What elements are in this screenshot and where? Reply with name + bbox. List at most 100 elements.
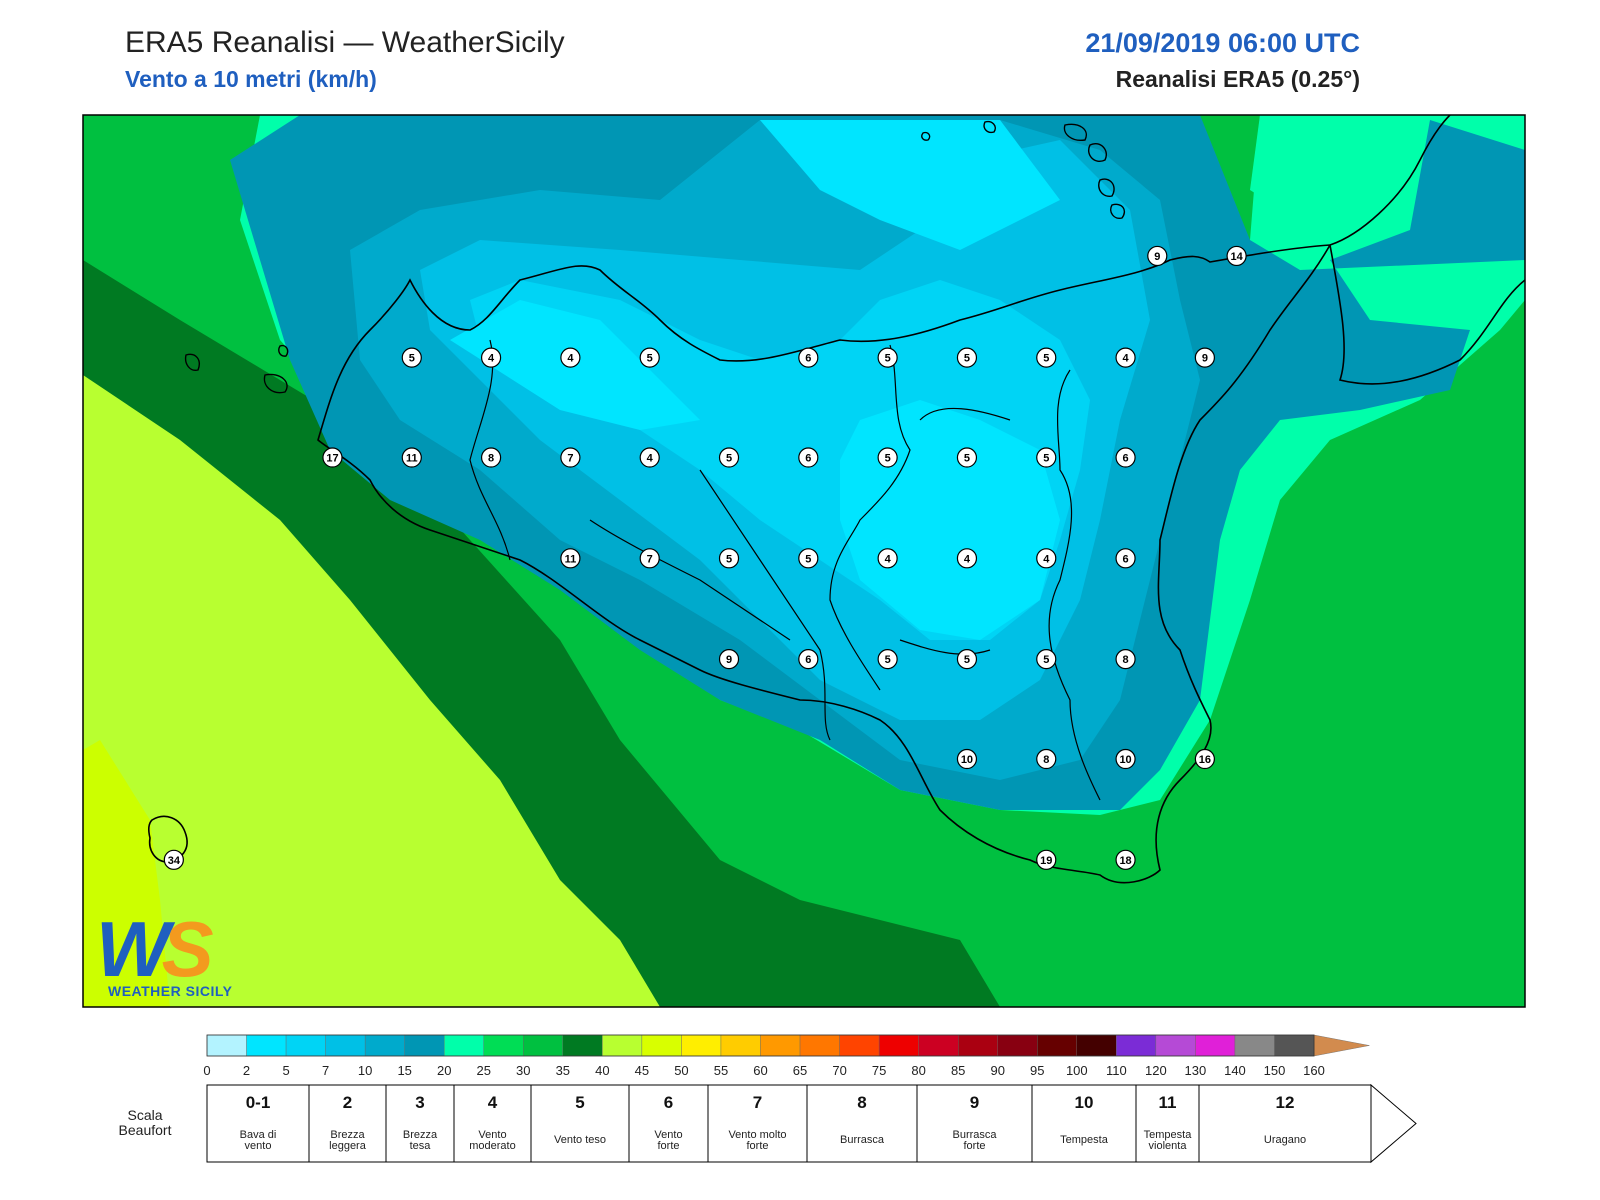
beaufort-description: Vento <box>654 1129 682 1141</box>
station-wind-value: 17 <box>326 453 338 465</box>
station-wind-value: 5 <box>805 553 811 565</box>
station-wind-value: 6 <box>805 353 811 365</box>
beaufort-level: 8 Burrasca <box>806 1084 918 1163</box>
colorbar-tick-label: 80 <box>911 1063 925 1078</box>
station-wind-value: 4 <box>647 453 654 465</box>
station-circle <box>1226 245 1247 267</box>
station-circle <box>956 548 978 569</box>
station-circle <box>1147 245 1168 267</box>
beaufort-number: 5 <box>575 1093 584 1112</box>
station-circle <box>798 649 819 670</box>
colorbar-segment <box>1195 1034 1236 1057</box>
station-wind-value: 4 <box>1123 353 1130 365</box>
station-circle <box>1036 849 1057 870</box>
beaufort-cell <box>806 1084 918 1163</box>
colorbar-segment <box>602 1034 643 1057</box>
beaufort-cell <box>206 1084 310 1163</box>
colorbar-tick-label: 0 <box>203 1063 210 1078</box>
colorbar-arrow <box>1313 1034 1370 1057</box>
station-wind-value: 5 <box>964 654 970 666</box>
beaufort-description: Burrasca <box>840 1134 885 1146</box>
beaufort-description: Bava di <box>240 1129 277 1141</box>
station-circle <box>877 649 898 670</box>
colorbar-ticks: 0 2 5 7 10 15 20 25 30 35 40 45 50 55 60 65 70 75 80 85 90 95… <box>203 1063 1324 1078</box>
colorbar-tick-label: 90 <box>990 1063 1004 1078</box>
station-circle <box>798 447 819 468</box>
beaufort-level: 10 Tempesta <box>1031 1084 1137 1163</box>
station-circle <box>1115 548 1136 569</box>
colorbar-tick-label: 60 <box>753 1063 767 1078</box>
station-marker: 17 <box>322 447 343 468</box>
station-circle <box>1036 649 1057 670</box>
beaufort-description: vento <box>245 1140 272 1152</box>
colorbar-segment <box>681 1034 722 1057</box>
station-wind-value: 5 <box>964 453 970 465</box>
colorbar-tick-label: 120 <box>1145 1063 1167 1078</box>
station-marker: 6 <box>1115 447 1136 468</box>
colorbar-segment <box>720 1034 761 1057</box>
station-wind-value: 9 <box>1154 251 1160 263</box>
station-marker: 9 <box>718 649 740 670</box>
colorbar-tick-label: 100 <box>1066 1063 1088 1078</box>
beaufort-description: leggera <box>329 1140 367 1152</box>
colorbar-tick-label: 5 <box>282 1063 289 1078</box>
station-circle <box>1115 748 1136 770</box>
colorbar-tick-label: 65 <box>793 1063 807 1078</box>
colorbar-segment <box>799 1034 840 1057</box>
beaufort-description: Tempesta <box>1144 1129 1193 1141</box>
colorbar-tick-label: 75 <box>872 1063 886 1078</box>
station-wind-value: 5 <box>647 353 653 365</box>
beaufort-level: 12 Uragano <box>1198 1084 1372 1163</box>
colorbar-tick-label: 150 <box>1264 1063 1286 1078</box>
colorbar-tick-label: 95 <box>1030 1063 1044 1078</box>
station-circle <box>1115 649 1136 670</box>
station-wind-value: 4 <box>1043 553 1050 565</box>
station-marker: 5 <box>718 548 740 569</box>
station-marker: 10 <box>956 748 978 770</box>
station-marker: 7 <box>560 447 581 468</box>
colorbar-tick-label: 85 <box>951 1063 965 1078</box>
station-circle <box>798 548 819 569</box>
station-marker: 14 <box>1226 245 1247 267</box>
colorbar-segment <box>246 1034 287 1057</box>
station-circle <box>798 347 819 368</box>
calabria-coastline <box>1329 115 1525 385</box>
station-circle <box>163 849 184 870</box>
station-marker: 8 <box>1115 649 1136 670</box>
station-wind-value: 19 <box>1040 855 1052 867</box>
station-wind-value: 34 <box>168 855 181 867</box>
station-marker: 5 <box>718 447 740 468</box>
station-marker: 10 <box>1115 748 1136 770</box>
colorbar-tick-label: 50 <box>674 1063 688 1078</box>
station-wind-value: 5 <box>1043 654 1049 666</box>
beaufort-description: Vento <box>478 1129 506 1141</box>
station-circle <box>401 347 422 368</box>
station-marker: 34 <box>163 849 184 870</box>
colorbar-segment <box>1076 1034 1117 1057</box>
beaufort-arrow <box>1370 1083 1417 1164</box>
beaufort-cell <box>916 1084 1033 1163</box>
station-circle <box>1194 347 1215 368</box>
colorbar-segment <box>404 1034 445 1057</box>
station-marker: 5 <box>1036 649 1057 670</box>
colorbar-frame <box>206 1034 1315 1057</box>
station-wind-value: 5 <box>964 353 970 365</box>
beaufort-cell <box>707 1084 808 1163</box>
station-marker: 5 <box>877 447 898 468</box>
beaufort-cell <box>1198 1084 1372 1163</box>
band-20-25-se <box>1000 280 1525 1007</box>
beaufort-scale-title: Scala Beaufort <box>112 1108 178 1138</box>
station-wind-value: 6 <box>1123 453 1129 465</box>
station-wind-value: 5 <box>885 353 891 365</box>
colorbar-segment <box>325 1034 366 1057</box>
beaufort-level: 5 Vento teso <box>530 1084 630 1163</box>
colorbar-segment <box>483 1034 524 1057</box>
station-marker: 5 <box>956 649 978 670</box>
aeolian-islands <box>921 120 1126 219</box>
station-marker: 6 <box>798 649 819 670</box>
beaufort-description: Brezza <box>330 1129 365 1141</box>
